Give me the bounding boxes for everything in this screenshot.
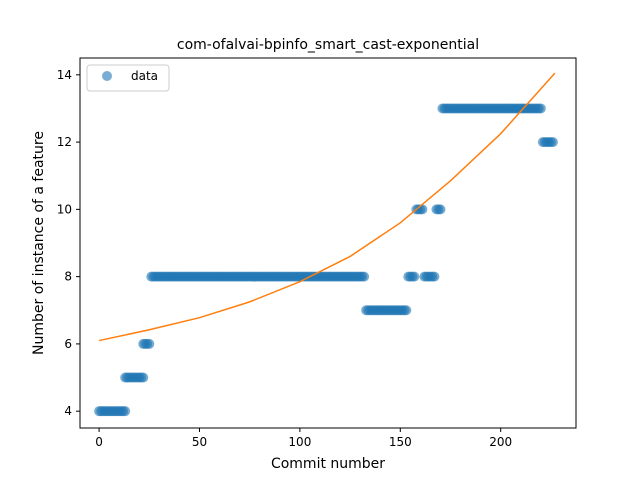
x-axis-label: Commit number — [271, 456, 385, 472]
x-tick-label: 0 — [95, 435, 103, 449]
y-tick-label: 12 — [57, 135, 72, 149]
axes-frame — [79, 57, 577, 429]
y-axis: 4 6 8 10 12 14 — [57, 68, 80, 418]
y-tick-label: 10 — [57, 202, 72, 216]
x-tick-label: 50 — [192, 435, 207, 449]
data-point — [547, 137, 558, 148]
data-point — [120, 406, 131, 417]
legend-label-data: data — [131, 69, 158, 83]
data-point — [138, 372, 149, 383]
data-point — [429, 271, 440, 282]
x-tick-label: 100 — [288, 435, 311, 449]
legend: data — [86, 64, 170, 92]
y-tick-label: 14 — [57, 68, 72, 82]
chart-title: com-ofalvai-bpinfo_smart_cast-exponentia… — [177, 37, 479, 53]
data-point — [144, 338, 155, 349]
data-point — [435, 204, 446, 215]
x-axis: 0 50 100 150 200 — [95, 428, 512, 449]
legend-marker-data — [102, 71, 112, 81]
data-point — [535, 103, 546, 114]
y-tick-label: 4 — [64, 404, 72, 418]
fit-line — [98, 72, 556, 342]
data-point — [401, 305, 412, 316]
x-tick-label: 200 — [489, 435, 512, 449]
x-tick-label: 150 — [389, 435, 412, 449]
y-tick-label: 8 — [64, 270, 72, 284]
plot-area — [94, 72, 558, 417]
data-point — [409, 271, 420, 282]
y-axis-label: Number of instance of a feature — [31, 131, 47, 355]
data-point — [417, 204, 428, 215]
y-tick-label: 6 — [64, 337, 72, 351]
data-point — [359, 271, 370, 282]
